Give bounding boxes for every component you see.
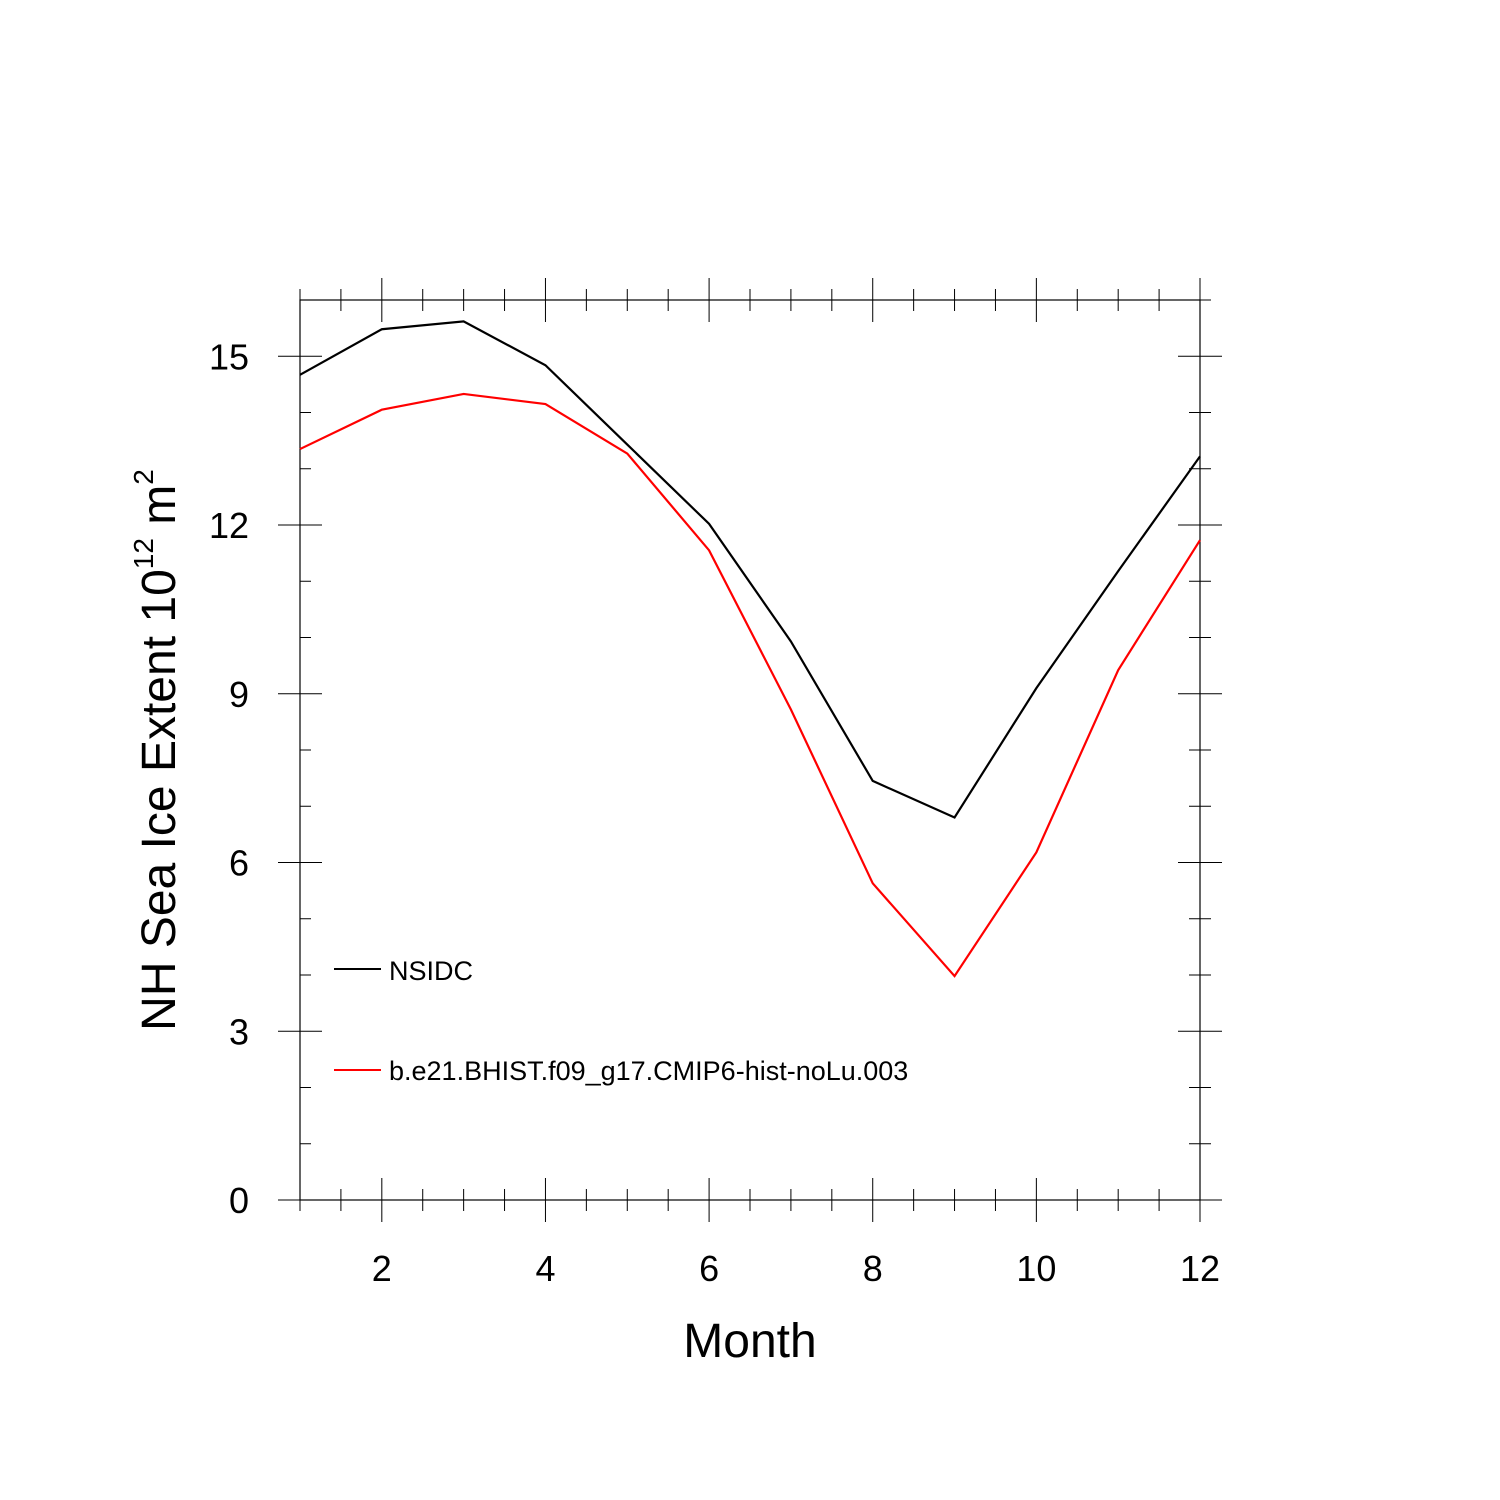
series-line-nsidc bbox=[299, 320, 1201, 819]
x-tick-label: 2 bbox=[372, 1248, 392, 1289]
x-tick-label: 12 bbox=[1180, 1248, 1220, 1289]
y-axis-label-base: NH Sea Ice Extent 10 bbox=[133, 569, 186, 1031]
minor-ticks bbox=[299, 289, 1211, 1211]
y-axis-label-unit: m bbox=[133, 485, 186, 538]
legend-label-model: b.e21.BHIST.f09_g17.CMIP6-hist-noLu.003 bbox=[389, 1056, 908, 1086]
legend-label-nsidc: NSIDC bbox=[389, 956, 473, 986]
y-tick-label: 15 bbox=[209, 336, 249, 377]
series-lines bbox=[299, 320, 1201, 978]
y-axis-label-unit-exponent: 2 bbox=[128, 469, 159, 485]
y-tick-label: 12 bbox=[209, 505, 249, 546]
y-tick-label: 6 bbox=[229, 843, 249, 884]
major-ticks bbox=[278, 278, 1222, 1222]
x-tick-label: 8 bbox=[863, 1248, 883, 1289]
series-line-model bbox=[299, 392, 1201, 978]
legend: NSIDC b.e21.BHIST.f09_g17.CMIP6-hist-noL… bbox=[334, 956, 908, 1086]
y-tick-label: 3 bbox=[229, 1011, 249, 1052]
y-axis-label-exponent: 12 bbox=[128, 538, 159, 569]
x-tick-label: 6 bbox=[699, 1248, 719, 1289]
x-axis-label: Month bbox=[683, 1315, 816, 1368]
y-tick-label: 0 bbox=[229, 1180, 249, 1221]
y-tick-labels: 0 3 6 9 12 15 bbox=[209, 336, 249, 1221]
x-tick-labels: 2 4 6 8 10 12 bbox=[372, 1248, 1220, 1289]
x-tick-label: 4 bbox=[535, 1248, 555, 1289]
y-axis-label: NH Sea Ice Extent 1012 m2 bbox=[128, 469, 186, 1031]
y-tick-label: 9 bbox=[229, 674, 249, 715]
x-tick-label: 10 bbox=[1016, 1248, 1056, 1289]
